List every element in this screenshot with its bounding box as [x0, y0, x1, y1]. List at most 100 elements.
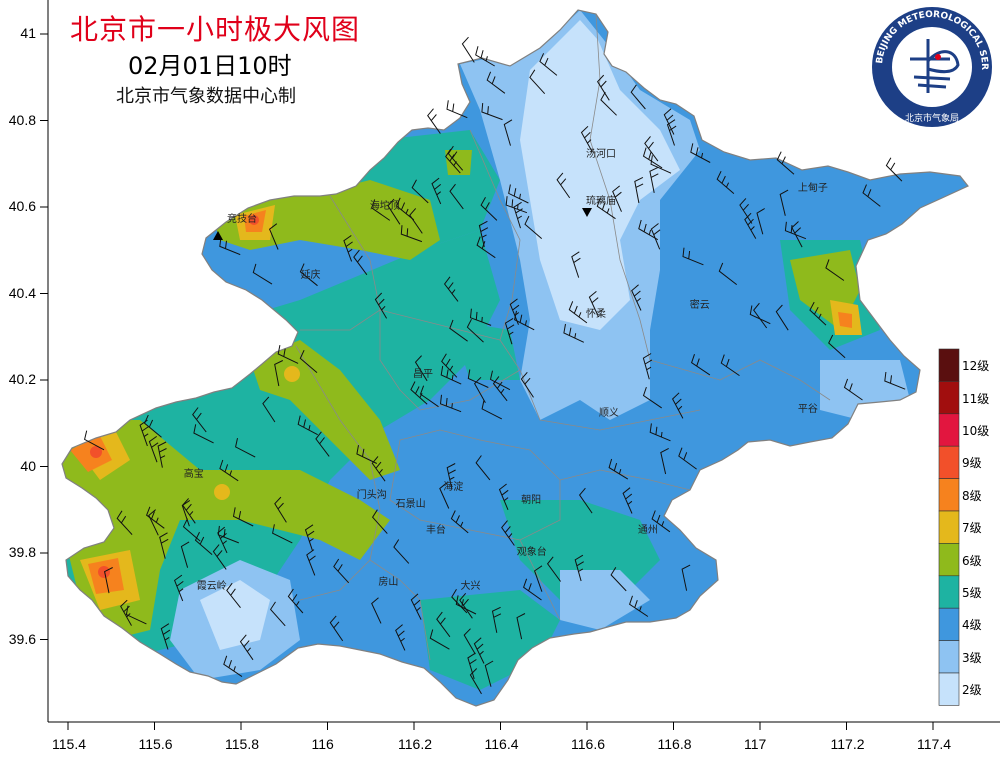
wind-barb — [395, 624, 406, 651]
wind-barb — [427, 108, 441, 134]
wind-barb — [297, 415, 318, 436]
wind-barb — [219, 459, 239, 482]
wind-barb — [469, 308, 492, 326]
wind-barb — [516, 613, 526, 640]
wind-barb — [546, 556, 562, 582]
wind-barb — [441, 353, 458, 378]
wind-barb — [681, 564, 691, 591]
wind-barb — [638, 219, 659, 241]
wind-barb — [212, 544, 227, 570]
wind-barb — [160, 623, 171, 650]
y-tick-label: 40 — [20, 457, 36, 474]
wind-barb — [524, 215, 543, 239]
wind-barb — [663, 108, 675, 135]
wind-barb — [274, 360, 284, 387]
wind-barb — [173, 574, 184, 602]
wind-barb — [371, 456, 386, 482]
zone-9-b — [98, 566, 110, 578]
zone-9-c — [249, 215, 259, 225]
wind-barb — [489, 370, 511, 391]
wind-barb — [371, 597, 382, 624]
wind-barb — [439, 394, 462, 413]
x-tick-label: 117.4 — [917, 736, 951, 752]
wind-barb — [484, 660, 494, 687]
wind-barb — [491, 606, 502, 633]
wind-barb — [329, 615, 344, 642]
wind-barb — [513, 201, 523, 229]
wind-barb — [104, 567, 113, 594]
wind-barb — [193, 424, 214, 444]
wind-barb — [467, 652, 477, 680]
wind-barb — [287, 588, 304, 614]
boundary-fangshan — [369, 559, 431, 661]
wind-barb — [504, 317, 515, 345]
wind-barb — [353, 249, 368, 276]
district-boundaries — [295, 13, 831, 661]
legend-label: 5级 — [962, 586, 982, 600]
wind-barb — [634, 176, 644, 204]
wind-barb — [498, 483, 509, 510]
zone-5-center — [450, 320, 520, 380]
wind-barb — [563, 323, 585, 343]
x-tick-label: 115.4 — [52, 736, 86, 752]
wind-barb — [610, 567, 627, 592]
wind-barb — [600, 91, 617, 116]
place-label: 高宝 — [183, 468, 204, 480]
logo-red-dot — [935, 54, 941, 60]
wind-barb — [776, 151, 795, 175]
wind-barb — [343, 235, 353, 262]
wind-barb — [410, 381, 428, 405]
beijing-border — [61, 9, 969, 707]
legend-label: 10级 — [962, 424, 990, 438]
legend-swatch — [938, 348, 960, 382]
wind-barb — [84, 430, 105, 451]
y-tick-label: 39.6 — [8, 630, 36, 647]
boundary-mentougou — [295, 345, 381, 601]
wind-barb — [475, 46, 495, 67]
place-label: 房山 — [378, 576, 399, 588]
wind-barb — [753, 302, 768, 329]
place-label: 顺义 — [598, 408, 619, 420]
zone-8-east — [838, 312, 852, 328]
place-label: 竞技台 — [227, 213, 257, 225]
wind-barb — [529, 69, 546, 95]
place-label: 门头沟 — [356, 490, 387, 502]
place-label: 霞云岭 — [196, 581, 227, 593]
wind-barb — [217, 526, 228, 554]
wind-barb — [775, 304, 789, 331]
legend-swatch — [938, 543, 960, 577]
wind-barb — [235, 437, 256, 458]
wind-barb — [143, 414, 162, 438]
x-tick-label: 115.8 — [225, 736, 259, 752]
wind-barbs — [84, 36, 906, 695]
wind-barb — [649, 423, 671, 442]
wind-barb — [666, 119, 677, 146]
wind-barb — [486, 71, 506, 94]
wind-barb — [580, 125, 593, 153]
wind-barb — [262, 396, 276, 423]
wind-barb — [520, 371, 534, 398]
map-title: 北京市一小时极大风图 — [70, 13, 361, 46]
wind-barb — [269, 601, 286, 627]
wind-barb — [157, 441, 167, 468]
wind-barb — [480, 196, 498, 221]
wind-barb — [409, 208, 423, 234]
logo — [872, 7, 992, 127]
wind-barb — [682, 247, 704, 266]
wind-barb — [784, 221, 807, 240]
wind-barb — [828, 334, 846, 359]
wind-barb — [885, 157, 903, 182]
wind-barb — [148, 435, 159, 463]
wind-barb — [393, 539, 410, 564]
wind-barb — [749, 305, 771, 325]
wind-barb — [862, 184, 881, 207]
wind-barb — [825, 259, 845, 281]
wind-barb — [272, 524, 293, 544]
logo-emblem — [910, 39, 960, 93]
wind-barb — [534, 565, 543, 592]
wind-barb — [612, 185, 622, 212]
wind-barb — [556, 172, 571, 199]
wind-barb — [446, 463, 456, 490]
x-tick-label: 117 — [744, 736, 767, 752]
